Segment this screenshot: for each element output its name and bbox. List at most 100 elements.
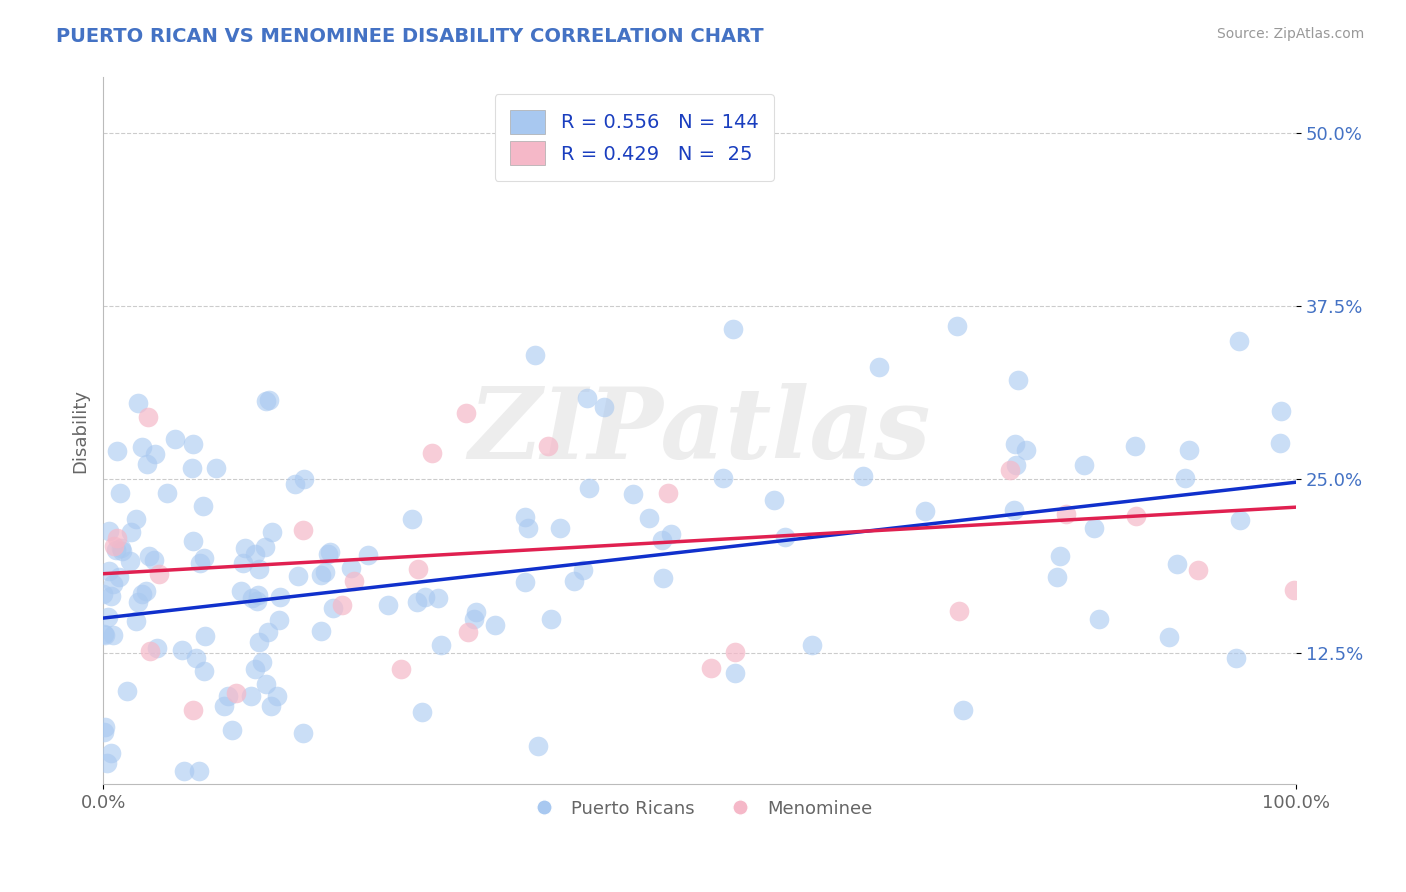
Point	[659, 527, 682, 541]
Point	[389, 662, 412, 676]
Point	[194, 628, 217, 642]
Point	[156, 485, 179, 500]
Point	[287, 569, 309, 583]
Point	[108, 486, 131, 500]
Point	[217, 689, 239, 703]
Point	[316, 547, 339, 561]
Point	[124, 512, 146, 526]
Point	[343, 574, 366, 588]
Point	[143, 447, 166, 461]
Point	[193, 665, 215, 679]
Point	[97, 524, 120, 538]
Point	[401, 512, 423, 526]
Point	[1002, 503, 1025, 517]
Point	[650, 533, 672, 547]
Point	[100, 590, 122, 604]
Point	[1125, 509, 1147, 524]
Point	[657, 485, 679, 500]
Point	[231, 583, 253, 598]
Point	[131, 587, 153, 601]
Point	[1157, 630, 1180, 644]
Point	[1083, 521, 1105, 535]
Legend: Puerto Ricans, Menominee: Puerto Ricans, Menominee	[519, 792, 880, 825]
Point	[465, 606, 488, 620]
Point	[1270, 403, 1292, 417]
Point	[550, 521, 572, 535]
Point	[105, 444, 128, 458]
Point	[1166, 557, 1188, 571]
Point	[513, 575, 536, 590]
Point	[246, 594, 269, 608]
Point	[322, 601, 344, 615]
Point	[247, 635, 270, 649]
Point	[239, 689, 262, 703]
Point	[193, 500, 215, 514]
Point	[243, 661, 266, 675]
Point	[93, 724, 115, 739]
Point	[103, 539, 125, 553]
Point	[914, 504, 936, 518]
Point	[319, 545, 342, 559]
Point	[1282, 583, 1305, 598]
Point	[571, 563, 593, 577]
Point	[267, 613, 290, 627]
Point	[243, 547, 266, 561]
Point	[1014, 442, 1036, 457]
Point	[115, 684, 138, 698]
Point	[524, 348, 547, 362]
Point	[1177, 442, 1199, 457]
Point	[139, 644, 162, 658]
Point	[1007, 373, 1029, 387]
Point	[948, 604, 970, 618]
Point	[135, 584, 157, 599]
Point	[356, 548, 378, 562]
Point	[578, 482, 600, 496]
Point	[101, 628, 124, 642]
Point	[515, 509, 537, 524]
Point	[181, 461, 204, 475]
Point	[562, 574, 585, 588]
Point	[136, 409, 159, 424]
Point	[266, 689, 288, 703]
Point	[127, 396, 149, 410]
Point	[105, 543, 128, 558]
Point	[1005, 458, 1028, 473]
Point	[97, 564, 120, 578]
Point	[148, 567, 170, 582]
Point	[456, 406, 478, 420]
Point	[516, 521, 538, 535]
Point	[868, 359, 890, 374]
Point	[143, 553, 166, 567]
Point	[309, 624, 332, 638]
Point	[254, 540, 277, 554]
Point	[221, 723, 243, 737]
Point	[427, 591, 450, 605]
Point	[1088, 612, 1111, 626]
Point	[637, 511, 659, 525]
Point	[125, 614, 148, 628]
Y-axis label: Disability: Disability	[72, 389, 89, 473]
Point	[721, 321, 744, 335]
Point	[181, 703, 204, 717]
Point	[233, 541, 256, 556]
Point	[127, 595, 149, 609]
Point	[592, 401, 614, 415]
Point	[1227, 334, 1250, 348]
Point	[946, 318, 969, 333]
Point	[254, 394, 277, 409]
Point	[247, 562, 270, 576]
Point	[96, 756, 118, 770]
Point	[463, 612, 485, 626]
Point	[1187, 563, 1209, 577]
Point	[1046, 570, 1069, 584]
Point	[240, 591, 263, 606]
Point	[260, 699, 283, 714]
Point	[724, 665, 747, 680]
Point	[1229, 513, 1251, 527]
Point	[131, 441, 153, 455]
Point	[193, 551, 215, 566]
Point	[852, 469, 875, 483]
Point	[101, 576, 124, 591]
Point	[340, 561, 363, 575]
Point	[181, 534, 204, 549]
